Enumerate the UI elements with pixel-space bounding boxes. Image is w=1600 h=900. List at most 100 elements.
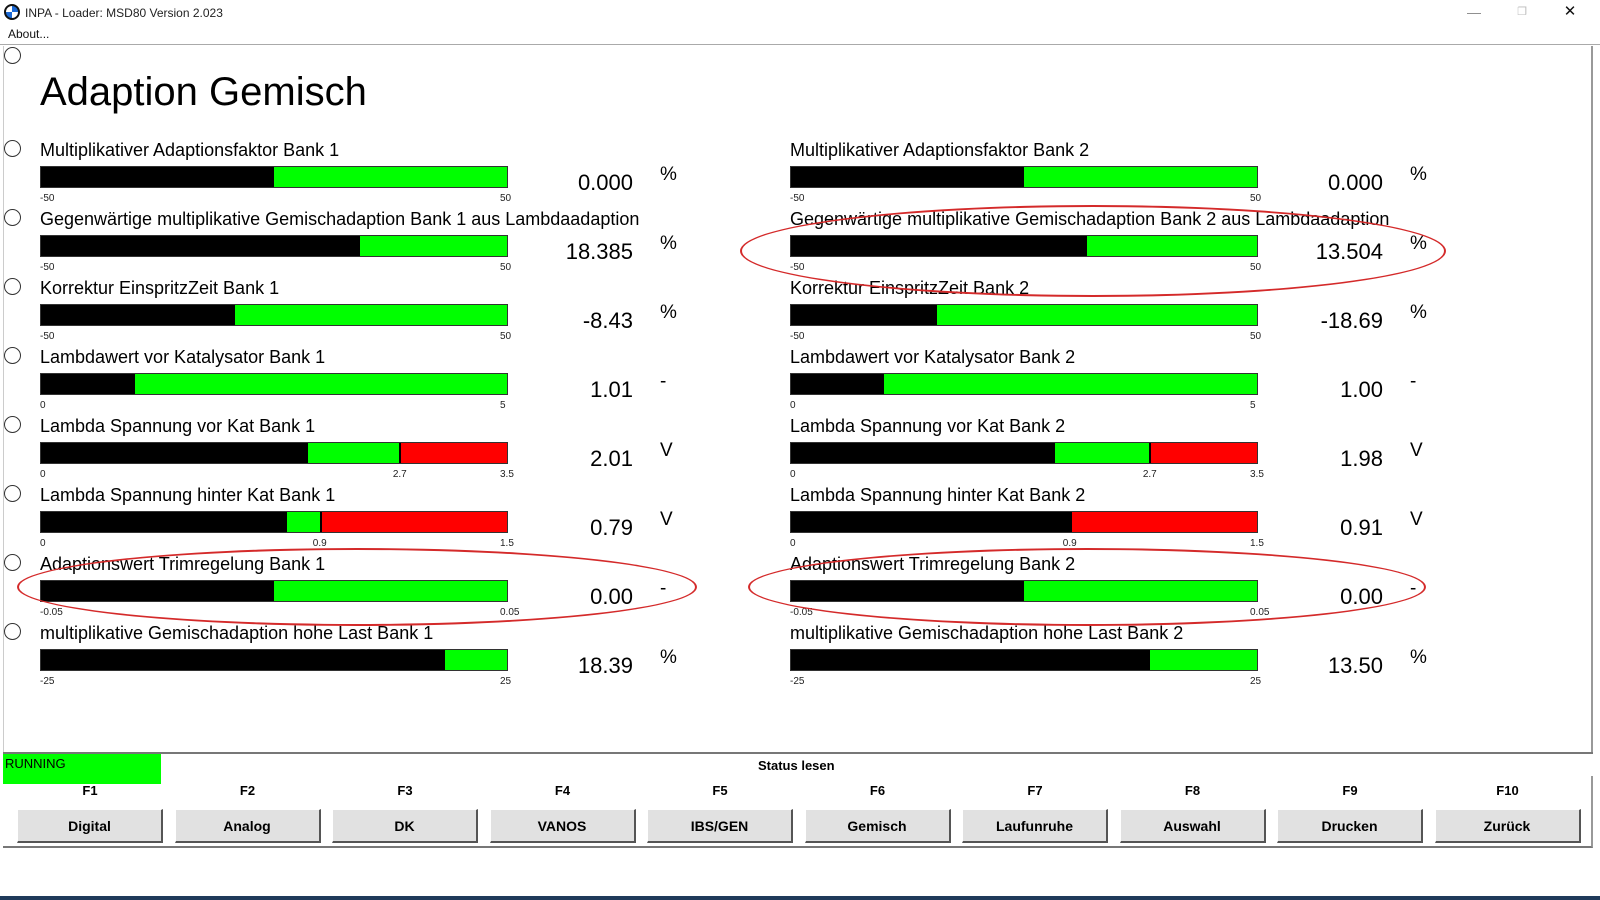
measurement-unit: - (1410, 371, 1417, 392)
measurement-value: 1.98 (1340, 446, 1383, 471)
scale-min: -0.05 (790, 607, 813, 618)
measurement-item: Lambdawert vor Katalysator Bank 2 0 5 1.00 - (790, 347, 1490, 415)
measurement-unit: V (1410, 509, 1423, 530)
bar-value-fill (41, 305, 235, 325)
measurement-unit: - (660, 371, 667, 392)
scale-max: 25 (500, 676, 512, 687)
measurement-label: Lambda Spannung vor Kat Bank 2 (790, 416, 1066, 436)
scale-min: -0.05 (40, 607, 63, 618)
fkey-button-gemisch[interactable]: Gemisch (804, 809, 951, 843)
measurement-label: Korrektur EinspritzZeit Bank 1 (40, 278, 280, 298)
close-button[interactable]: ✕ (1563, 3, 1577, 20)
row-select-radio[interactable] (4, 485, 21, 502)
bar-value-fill (791, 374, 885, 394)
bar-value-fill (41, 512, 287, 532)
row-select-radio[interactable] (4, 347, 21, 364)
fkey-button-auswahl[interactable]: Auswahl (1119, 809, 1266, 843)
fkey-button-zur-ck[interactable]: Zurück (1434, 809, 1581, 843)
scale-min: -50 (40, 331, 55, 342)
maximize-button[interactable]: ❐ (1517, 6, 1527, 18)
fkey-label: F10 (1496, 783, 1519, 798)
row-select-radio[interactable] (4, 140, 21, 157)
scale-min: -50 (40, 193, 55, 204)
fkey-button-laufunruhe[interactable]: Laufunruhe (962, 809, 1108, 843)
measurement-label: Multiplikativer Adaptionsfaktor Bank 1 (40, 140, 340, 160)
measurement-item: multiplikative Gemischadaption hohe Last… (40, 623, 740, 691)
fkey-button-vanos[interactable]: VANOS (489, 809, 636, 843)
scale-max: 50 (1250, 331, 1262, 342)
row-select-radio[interactable] (4, 623, 21, 640)
radio-top[interactable] (4, 47, 21, 64)
scale-min: -50 (40, 262, 55, 273)
row-select-radio[interactable] (4, 209, 21, 226)
scale-min: 0 (40, 538, 46, 549)
bar-value-fill (791, 581, 1024, 601)
fkey-button-analog[interactable]: Analog (174, 809, 321, 843)
scale-min: 0 (40, 400, 46, 411)
scale-min: -25 (40, 676, 55, 687)
measurement-unit: % (1410, 302, 1427, 323)
fkey-button-drucken[interactable]: Drucken (1277, 809, 1423, 843)
scale-max: 0.05 (500, 607, 520, 618)
scale-min: -50 (790, 193, 805, 204)
measurement-item: Lambda Spannung hinter Kat Bank 1 0 0.9 1.5… (40, 485, 740, 553)
row-select-radio[interactable] (4, 554, 21, 571)
measurement-value: 0.00 (1340, 584, 1383, 609)
measurement-unit: V (660, 440, 673, 461)
fkey-label: F5 (712, 783, 728, 798)
bar-value-fill (41, 581, 274, 601)
measurement-label: Multiplikativer Adaptionsfaktor Bank 2 (790, 140, 1090, 160)
page-title: Adaption Gemisch (40, 70, 367, 114)
measurement-value: 13.504 (1315, 239, 1383, 264)
scale-max: 25 (1250, 676, 1262, 687)
scale-min: 0 (790, 400, 796, 411)
measurement-bar (40, 304, 508, 326)
measurement-label: Adaptionswert Trimregelung Bank 1 (40, 554, 326, 574)
scale-mid: 0.9 (312, 538, 327, 549)
bar-value-fill (41, 443, 309, 463)
measurement-bar (790, 235, 1258, 257)
scale-min: -50 (790, 331, 805, 342)
measurement-bar (790, 304, 1258, 326)
fkey-f5: F5 IBS/GEN (647, 776, 793, 848)
fkey-label: F6 (869, 783, 886, 798)
measurement-unit: % (1410, 233, 1427, 254)
status-text: Status lesen (758, 758, 835, 773)
scale-max: 5 (500, 400, 506, 411)
measurement-label: Lambda Spannung hinter Kat Bank 2 (790, 485, 1086, 505)
bar-threshold-mark (1149, 443, 1152, 463)
measurement-unit: - (660, 578, 667, 599)
row-select-radio[interactable] (4, 278, 21, 295)
bar-value-fill (791, 650, 1150, 670)
menu-about[interactable]: About... (8, 27, 50, 41)
scale-max: 3.5 (1250, 469, 1264, 480)
measurement-bar (790, 442, 1258, 464)
measurement-value: 0.000 (577, 170, 633, 195)
fkey-button-ibs-gen[interactable]: IBS/GEN (647, 809, 793, 843)
measurement-label: multiplikative Gemischadaption hohe Last… (40, 623, 434, 643)
scale-max: 5 (1250, 400, 1256, 411)
fkey-f7: F7 Laufunruhe (962, 776, 1108, 848)
measurement-unit: % (1410, 164, 1427, 185)
bar-threshold-mark (1069, 512, 1072, 532)
measurement-bar (40, 166, 508, 188)
minimize-button[interactable]: — (1467, 4, 1481, 20)
scale-max: 50 (1250, 193, 1262, 204)
fkey-button-dk[interactable]: DK (332, 809, 478, 843)
measurement-value: 2.01 (590, 446, 633, 471)
row-select-radio[interactable] (4, 416, 21, 433)
fkey-label: F9 (1342, 783, 1358, 798)
measurement-bar (40, 442, 508, 464)
fkey-f8: F8 Auswahl (1119, 776, 1266, 848)
bar-value-fill (41, 374, 136, 394)
fkey-f4: F4 VANOS (489, 776, 636, 848)
scale-max: 50 (500, 331, 512, 342)
title-bar: INPA - Loader: MSD80 Version 2.023 — ❐ ✕ (0, 0, 1600, 25)
fkey-button-digital[interactable]: Digital (17, 809, 163, 843)
measurement-item: Korrektur EinspritzZeit Bank 1 -50 50 -8.43… (40, 278, 740, 346)
measurement-value: 0.91 (1340, 515, 1383, 540)
scale-min: 0 (790, 469, 796, 480)
measurement-label: Lambdawert vor Katalysator Bank 2 (790, 347, 1076, 367)
fkey-label: F3 (397, 783, 413, 798)
measurement-bar (40, 649, 508, 671)
